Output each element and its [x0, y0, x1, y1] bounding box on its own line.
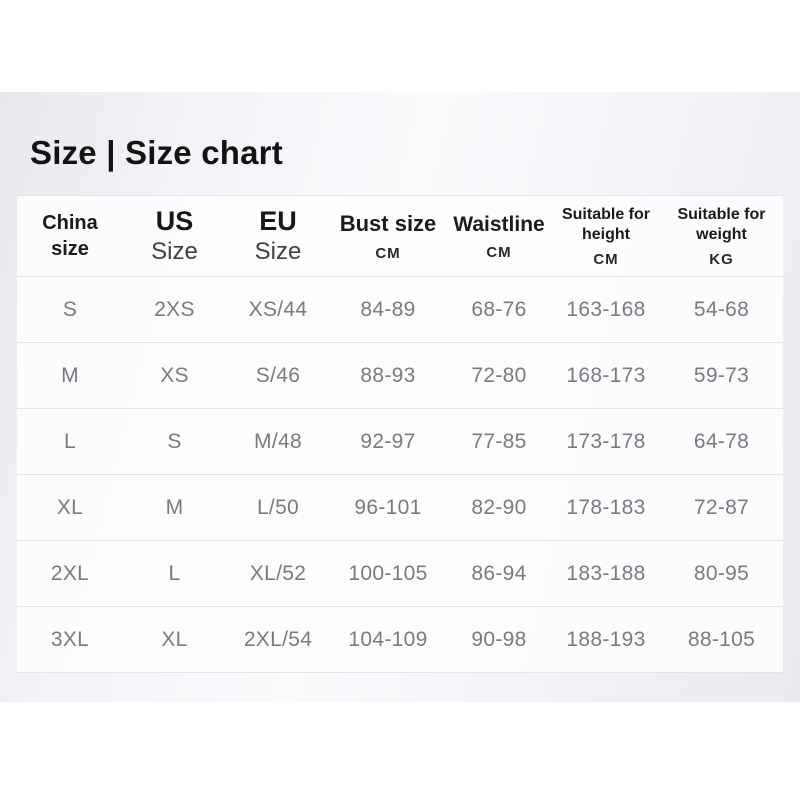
header-waistline-main: Waistline: [453, 212, 545, 236]
cell-china-size: XL: [56, 495, 84, 519]
cell-height: 168-173: [566, 363, 646, 387]
header-bust-main: Bust size: [339, 211, 437, 237]
header-china-size: China size: [17, 196, 123, 276]
header-height-line1: Suitable for: [561, 205, 650, 223]
cell-weight: 54-68: [693, 297, 750, 321]
cell-weight: 64-78: [693, 429, 750, 453]
cell-us-size: L: [168, 561, 181, 585]
cell-us-size: M: [165, 495, 184, 519]
cell-eu-size: L/50: [256, 495, 300, 519]
cell-bust: 92-97: [360, 429, 416, 453]
header-eu-main: EU: [259, 205, 297, 236]
header-us-main: US: [155, 205, 194, 236]
cell-china-size: M: [61, 363, 79, 387]
header-weight-unit: KG: [709, 251, 734, 269]
cell-bust: 100-105: [348, 561, 428, 585]
header-china-size-line2: size: [51, 238, 89, 260]
cell-china-size: S: [62, 297, 78, 321]
table-row-3xl: 3XL XL 2XL/54 104-109 90-98 188-193 88-1…: [17, 607, 783, 673]
cell-china-size: 2XL: [50, 561, 90, 585]
cell-height: 178-183: [566, 495, 646, 519]
cell-waistline: 82-90: [471, 495, 527, 519]
header-eu-size: EU Size: [226, 196, 330, 276]
header-us-sub: Size: [151, 237, 198, 265]
header-china-size-line1: China: [42, 211, 98, 234]
table-row-m: M XS S/46 88-93 72-80 168-173 59-73: [17, 343, 783, 409]
cell-eu-size: XL/52: [249, 561, 307, 585]
table-header-row: China size US Size EU Size Bust size CM …: [17, 196, 783, 277]
cell-eu-size: 2XL/54: [243, 627, 313, 651]
header-us-size: US Size: [123, 196, 226, 276]
cell-weight: 72-87: [693, 495, 750, 519]
cell-waistline: 86-94: [471, 561, 527, 585]
cell-weight: 59-73: [693, 363, 750, 387]
cell-eu-size: S/46: [255, 363, 301, 387]
cell-bust: 104-109: [348, 627, 428, 651]
header-waistline-unit: CM: [486, 244, 512, 262]
cell-china-size: L: [64, 429, 76, 453]
header-bust-size: Bust size CM: [330, 196, 446, 276]
header-suitable-weight: Suitable for weight KG: [660, 196, 783, 276]
header-height-line2: height: [582, 225, 630, 243]
cell-us-size: XL: [161, 627, 188, 651]
cell-waistline: 72-80: [471, 363, 527, 387]
table-row-2xl: 2XL L XL/52 100-105 86-94 183-188 80-95: [17, 541, 783, 607]
cell-waistline: 90-98: [471, 627, 527, 651]
header-bust-unit: CM: [375, 244, 401, 262]
cell-us-size: 2XS: [154, 297, 195, 321]
size-chart-table: China size US Size EU Size Bust size CM …: [17, 195, 783, 673]
cell-weight: 88-105: [687, 627, 756, 651]
header-weight-line1: Suitable for: [677, 205, 766, 223]
cell-waistline: 77-85: [471, 429, 527, 453]
header-waistline: Waistline CM: [446, 196, 552, 276]
cell-bust: 88-93: [360, 363, 416, 387]
cell-china-size: 3XL: [50, 627, 90, 651]
cell-height: 163-168: [566, 297, 646, 321]
cell-height: 188-193: [566, 627, 646, 651]
table-row-l: L S M/48 92-97 77-85 173-178 64-78: [17, 409, 783, 475]
cell-bust: 84-89: [360, 297, 416, 321]
cell-bust: 96-101: [354, 495, 422, 519]
header-eu-sub: Size: [254, 237, 302, 265]
cell-us-size: S: [167, 429, 182, 453]
cell-us-size: XS: [160, 363, 189, 387]
table-row-xl: XL M L/50 96-101 82-90 178-183 72-87: [17, 475, 783, 541]
cell-eu-size: XS/44: [248, 297, 308, 321]
cell-waistline: 68-76: [471, 297, 527, 321]
cell-height: 173-178: [566, 429, 646, 453]
page-title: Size | Size chart: [30, 134, 283, 171]
cell-weight: 80-95: [693, 561, 750, 585]
header-height-unit: CM: [593, 251, 619, 269]
header-weight-line2: weight: [696, 225, 747, 243]
header-suitable-height: Suitable for height CM: [552, 196, 660, 276]
table-row-s: S 2XS XS/44 84-89 68-76 163-168 54-68: [17, 277, 783, 343]
cell-height: 183-188: [566, 561, 646, 585]
cell-eu-size: M/48: [254, 429, 302, 453]
